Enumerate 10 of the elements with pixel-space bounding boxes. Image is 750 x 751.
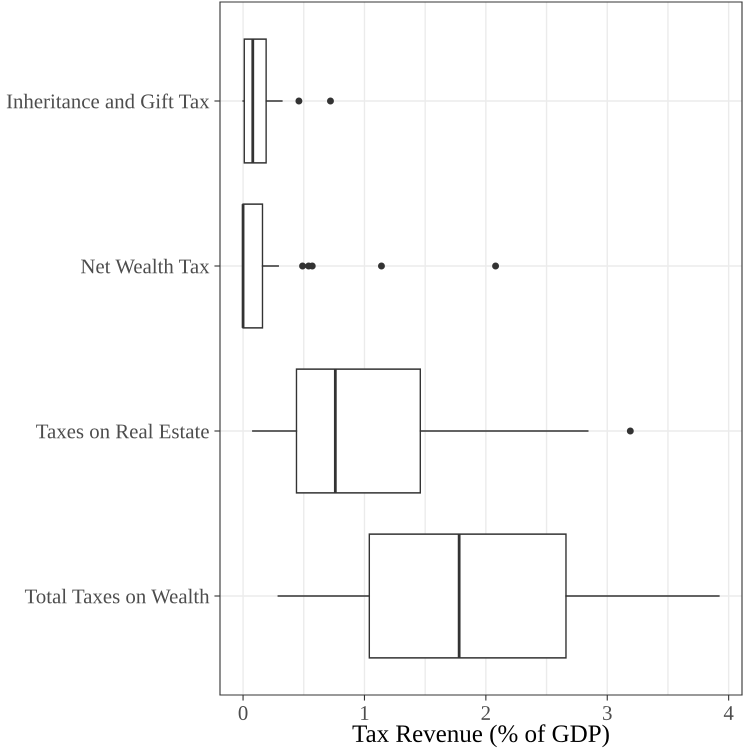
x-axis-title: Tax Revenue (% of GDP) — [352, 724, 609, 748]
y-tick-label: Inheritance and Gift Tax — [6, 94, 210, 108]
x-tick-label: 2 — [482, 706, 490, 720]
x-tick-label: 3 — [603, 706, 612, 720]
x-tick-label: 0 — [238, 706, 248, 720]
y-tick-label: Total Taxes on Wealth — [24, 588, 210, 604]
x-tick-label: 4 — [724, 706, 734, 720]
y-tick-label: Taxes on Real Estate — [36, 424, 209, 438]
y-tick-label: Net Wealth Tax — [80, 258, 210, 274]
x-tick-label: 1 — [361, 706, 368, 720]
